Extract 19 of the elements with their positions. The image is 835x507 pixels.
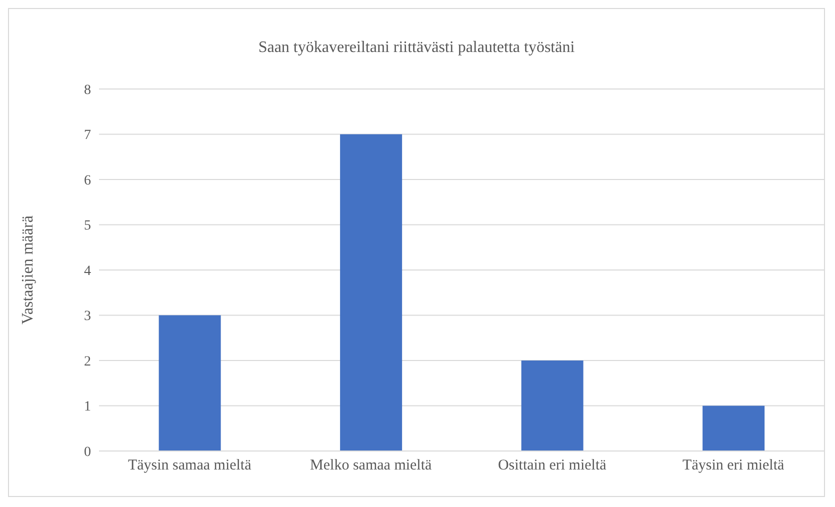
y-tick-label: 3 [84,309,91,324]
bar [340,134,402,451]
y-tick-label: 2 [84,354,91,370]
y-tick-label: 0 [84,444,91,460]
y-tick-label: 6 [84,173,91,188]
y-tick-label: 4 [84,264,91,279]
bar [702,406,765,451]
y-axis-title: Vastaajien määrä [20,216,37,324]
chart-title: Saan työkavereiltani riittävästi palautetta työstäni [257,39,576,57]
x-tick-label: Täysin samaa mieltä [128,458,252,474]
x-tick-label: Osittain eri mieltä [498,458,607,474]
bar [521,360,584,451]
y-tick-label: 1 [84,400,91,415]
y-tick-label: 7 [84,128,91,144]
y-tick-label: 5 [84,218,91,234]
bar [158,315,221,451]
x-tick-label: Melko samaa mieltä [310,458,432,474]
x-tick-label: Täysin eri mieltä [682,458,785,474]
y-tick-label: 8 [84,82,91,98]
